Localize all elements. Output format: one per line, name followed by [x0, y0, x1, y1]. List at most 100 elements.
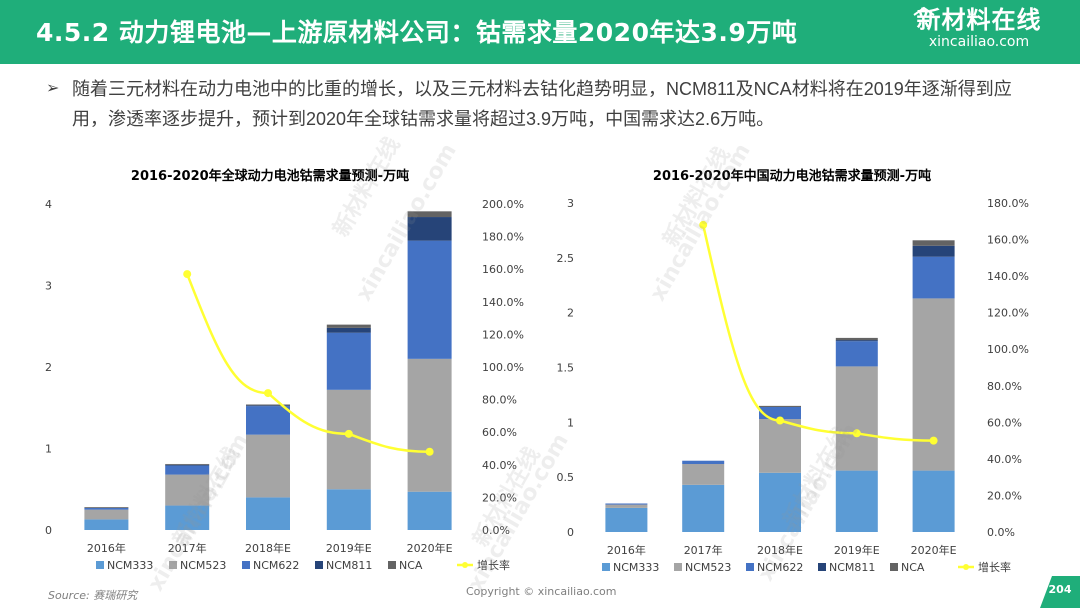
bar-nca	[759, 405, 801, 407]
x-tick-label: 2020年E	[407, 541, 453, 555]
summary-bullet: ➢ 随着三元材料在动力电池中的比重的增长，以及三元材料去钴化趋势明显，NCM81…	[46, 74, 1046, 134]
y-tick-label: 1	[567, 416, 574, 429]
logo-text-cn: 新材料在线	[916, 6, 1042, 34]
y-tick-label: 3	[567, 197, 574, 210]
bar-nca	[326, 324, 371, 328]
bar-ncm333	[246, 497, 290, 530]
y-tick-label: 4	[45, 198, 52, 211]
y2-tick-label: 160.0%	[482, 263, 524, 276]
y-tick-label: 0.5	[557, 471, 575, 484]
growth-rate-point	[699, 220, 708, 229]
bar-ncm811	[835, 340, 878, 342]
bar-ncm333	[605, 507, 648, 532]
legend-swatch	[388, 561, 396, 569]
legend-label: NCM622	[253, 559, 299, 572]
legend-swatch	[242, 561, 250, 569]
bar-ncm811	[912, 245, 955, 257]
header-bar: 4.5.2 动力锂电池—上游原材料公司：钴需求量2020年达3.9万吨 新材料在…	[0, 0, 1080, 64]
legend-label: NCA	[399, 559, 423, 572]
y2-tick-label: 20.0%	[482, 491, 517, 504]
x-tick-label: 2018年E	[245, 541, 291, 555]
bar-ncm523	[912, 298, 955, 471]
legend-label: 增长率	[477, 558, 510, 572]
bar-ncm811	[407, 217, 452, 241]
y2-tick-label: 60.0%	[987, 416, 1022, 429]
growth-rate-point	[183, 270, 192, 279]
bar-ncm523	[165, 474, 210, 506]
x-tick-label: 2017年	[684, 543, 723, 557]
bar-ncm333	[407, 491, 452, 530]
legend-label: NCM333	[107, 559, 153, 572]
bar-ncm333	[835, 470, 878, 532]
growth-rate-point	[929, 436, 938, 445]
legend-swatch	[315, 561, 323, 569]
bar-ncm622	[605, 503, 648, 505]
bar-ncm523	[246, 434, 290, 498]
bar-ncm523	[759, 419, 801, 473]
legend-swatch	[602, 563, 610, 571]
bar-ncm523	[407, 358, 452, 492]
bar-ncm333	[912, 470, 955, 532]
y2-tick-label: 120.0%	[987, 307, 1029, 320]
x-tick-label: 2019年E	[834, 543, 880, 557]
bar-nca	[246, 404, 290, 406]
x-tick-label: 2020年E	[911, 543, 957, 557]
y2-tick-label: 160.0%	[987, 234, 1029, 247]
legend-label: NCM811	[829, 561, 875, 574]
y2-tick-label: 100.0%	[987, 343, 1029, 356]
bar-ncm811	[165, 464, 210, 466]
bar-nca	[835, 337, 878, 341]
growth-rate-line	[701, 224, 934, 442]
legend-swatch	[96, 561, 104, 569]
legend-label: NCM333	[613, 561, 659, 574]
chart-title: 2016-2020年全球动力电池钴需求量预测-万吨	[131, 168, 409, 184]
bar-ncm622	[407, 240, 452, 359]
bar-ncm622	[759, 406, 801, 420]
y-tick-label: 0	[45, 524, 52, 537]
y2-tick-label: 200.0%	[482, 198, 524, 211]
bar-ncm523	[605, 504, 648, 508]
x-tick-label: 2018年E	[757, 543, 803, 557]
y-tick-label: 2	[45, 361, 52, 374]
brand-logo: 新材料在线 xincailiao.com	[904, 6, 1054, 60]
china-cobalt-demand-chart: 2016-2020年中国动力电池钴需求量预测-万吨 0 0.5 1 1.5 2 2.5 3 0.…	[557, 168, 1029, 574]
bar-ncm523	[682, 464, 725, 485]
growth-rate-point	[264, 389, 272, 398]
bar-nca	[165, 463, 210, 465]
bar-ncm622	[165, 465, 210, 475]
bar-ncm333	[682, 484, 725, 532]
summary-text: 随着三元材料在动力电池中的比重的增长，以及三元材料去钴化趋势明显，NCM811及…	[72, 79, 1012, 129]
growth-rate-line	[186, 273, 430, 454]
y2-tick-label: 100.0%	[482, 361, 524, 374]
bar-ncm622	[912, 256, 955, 299]
legend-label: NCM622	[757, 561, 803, 574]
y2-tick-label: 40.0%	[987, 453, 1022, 466]
legend-swatch	[818, 563, 826, 571]
bar-ncm622	[84, 507, 129, 510]
bar-ncm622	[835, 341, 878, 367]
bar-nca	[912, 240, 955, 246]
bar-ncm523	[84, 509, 129, 520]
bar-ncm811	[246, 405, 290, 407]
legend-swatch	[674, 563, 682, 571]
logo-roof-icon	[913, 6, 935, 16]
y2-tick-label: 80.0%	[482, 394, 517, 407]
bar-ncm622	[246, 406, 290, 435]
y2-tick-label: 80.0%	[987, 380, 1022, 393]
bar-ncm811	[326, 327, 371, 333]
legend-line-marker	[963, 564, 969, 570]
page-number: 204	[1048, 583, 1072, 596]
bar-ncm333	[84, 519, 129, 530]
y-tick-label: 1.5	[557, 362, 575, 375]
growth-rate-point	[776, 416, 784, 425]
bar-nca	[84, 507, 129, 508]
page-number-badge: 204	[1040, 576, 1080, 608]
source-note: Source: 赛瑞研究	[48, 589, 138, 602]
bar-ncm622	[326, 332, 371, 390]
y2-tick-label: 140.0%	[987, 270, 1029, 283]
y-tick-label: 1	[45, 443, 52, 456]
bar-ncm523	[835, 366, 878, 471]
y2-tick-label: 20.0%	[987, 489, 1022, 502]
bar-nca	[407, 211, 452, 218]
y2-tick-label: 180.0%	[987, 197, 1029, 210]
